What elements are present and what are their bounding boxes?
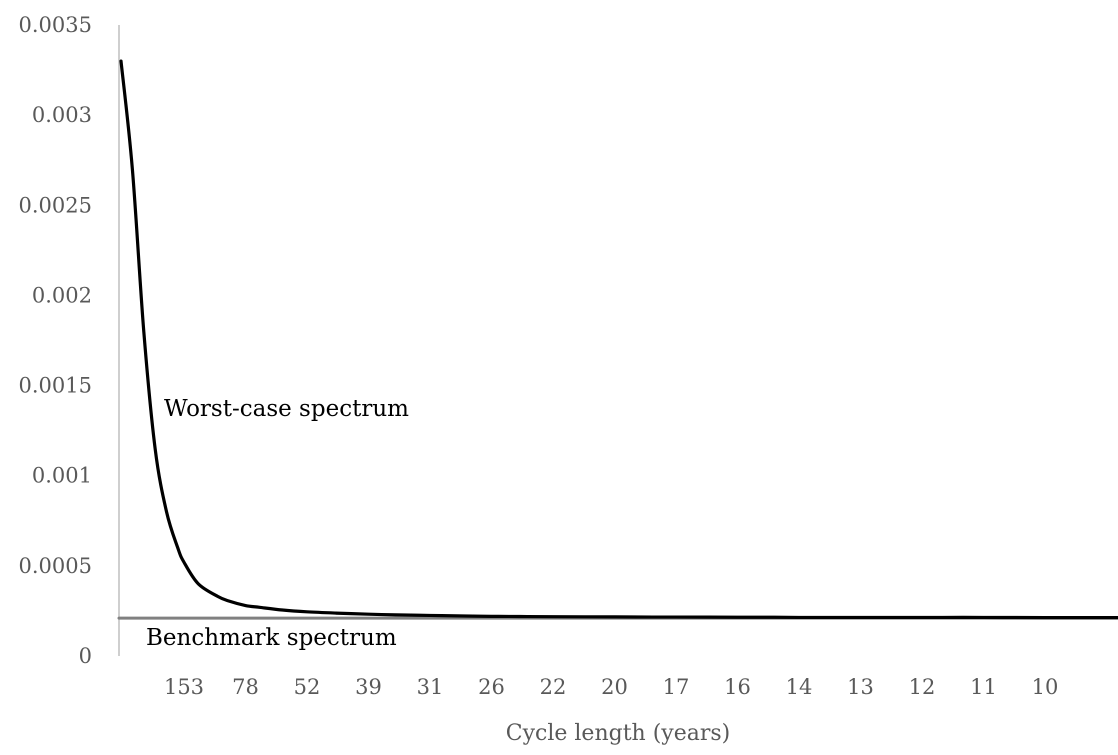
y-tick-label: 0.0025	[19, 193, 92, 217]
benchmark-annotation: Benchmark spectrum	[146, 625, 397, 651]
x-tick-label: 20	[601, 675, 628, 699]
x-tick-label: 13	[847, 675, 874, 699]
x-tick-label: 16	[724, 675, 751, 699]
y-tick-label: 0.003	[32, 103, 92, 127]
y-tick-label: 0.002	[32, 283, 92, 307]
x-tick-label: 78	[232, 675, 259, 699]
x-tick-label: 17	[663, 675, 690, 699]
y-tick-label: 0.0005	[19, 554, 92, 578]
x-tick-label: 14	[786, 675, 813, 699]
x-tick-label: 22	[540, 675, 567, 699]
y-axis: 0 0.0005 0.001 0.0015 0.002 0.0025 0.003 0.0035	[19, 13, 120, 668]
x-tick-label: 153	[164, 675, 204, 699]
x-tick-label: 11	[970, 675, 997, 699]
y-tick-label: 0.001	[32, 464, 92, 488]
x-axis: 153 78 52 39 31 26 22 20 17 16 14 13 12 11 10	[164, 675, 1058, 699]
series-lines	[117, 59, 1118, 620]
x-tick-label: 52	[294, 675, 321, 699]
worst-case-annotation: Worst-case spectrum	[164, 396, 409, 422]
worst-case-spectrum-line	[119, 59, 1118, 620]
x-tick-label: 39	[355, 675, 382, 699]
x-tick-label: 26	[478, 675, 505, 699]
annotations: Worst-case spectrum Benchmark spectrum	[146, 396, 409, 651]
x-tick-label: 12	[909, 675, 936, 699]
x-tick-label: 31	[417, 675, 444, 699]
y-tick-label: 0.0015	[19, 374, 92, 398]
y-tick-label: 0	[79, 644, 92, 668]
x-tick-label: 10	[1032, 675, 1059, 699]
y-tick-label: 0.0035	[19, 13, 92, 37]
x-axis-title: Cycle length (years)	[506, 721, 730, 746]
